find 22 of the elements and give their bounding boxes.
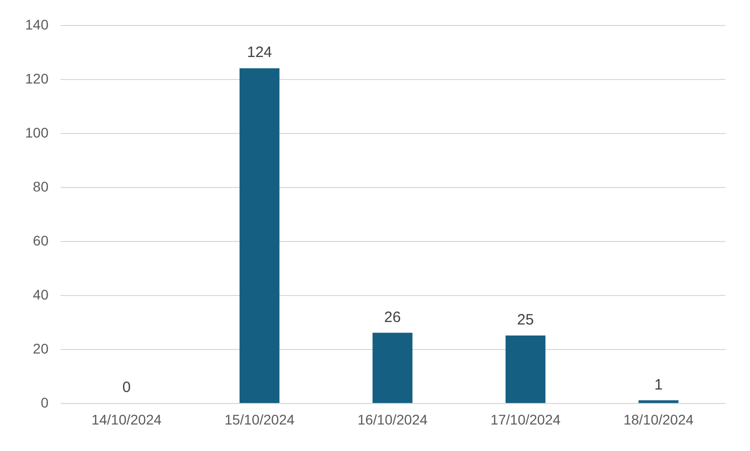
x-tick-label: 15/10/2024	[224, 412, 295, 428]
data-label: 0	[122, 379, 131, 396]
bar	[372, 332, 412, 403]
y-tick-label: 60	[32, 232, 49, 248]
y-tick-label: 40	[32, 286, 49, 302]
y-tick-label: 100	[25, 124, 49, 140]
data-label: 1	[654, 376, 663, 394]
bar	[240, 68, 280, 403]
x-tick-label: 18/10/2024	[623, 412, 694, 428]
y-tick-label: 140	[25, 16, 49, 32]
x-tick-label: 17/10/2024	[490, 412, 561, 428]
data-label: 25	[517, 312, 534, 328]
y-tick-label: 120	[25, 70, 49, 86]
y-tick-label: 20	[32, 340, 49, 356]
y-tick-label: 0	[40, 394, 49, 410]
data-label: 26	[384, 308, 401, 326]
x-tick-label: 14/10/2024	[91, 412, 162, 428]
bar	[638, 400, 678, 403]
bar	[506, 336, 546, 403]
data-label: 124	[246, 44, 272, 62]
x-tick-label: 16/10/2024	[357, 412, 428, 428]
y-tick-label: 80	[32, 178, 49, 194]
